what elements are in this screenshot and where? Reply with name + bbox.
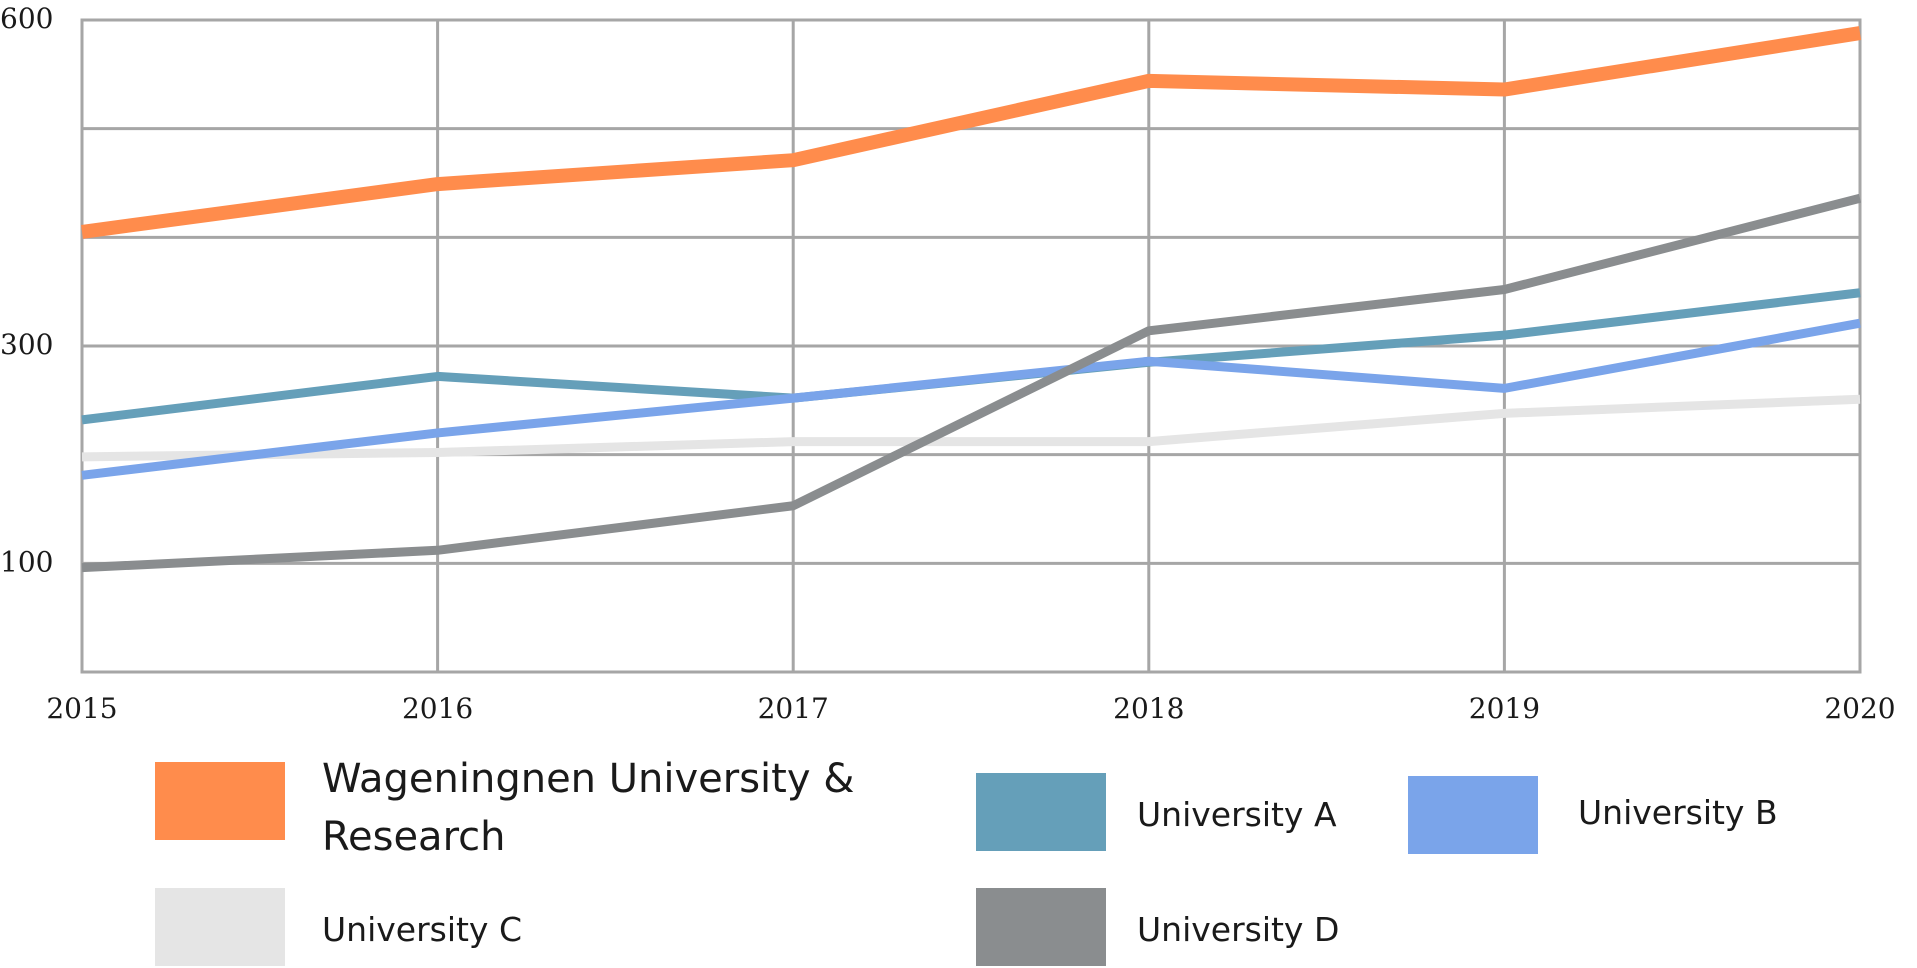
legend-swatch [1408, 776, 1538, 854]
y-axis-ticks: 100 300 600 [0, 2, 53, 578]
legend-swatch [155, 888, 285, 966]
series-lines [81, 26, 1862, 573]
y-tick-label: 300 [0, 328, 53, 361]
x-tick-label: 2020 [1824, 692, 1895, 725]
y-tick-label: 600 [0, 2, 53, 35]
series-line-university-b [81, 318, 1861, 480]
x-tick-label: 2017 [758, 692, 829, 725]
x-tick-label: 2015 [46, 692, 117, 725]
legend-label: University A [1137, 795, 1337, 834]
x-tick-label: 2018 [1113, 692, 1184, 725]
legend-swatch [976, 773, 1106, 851]
legend-swatch [976, 888, 1106, 966]
series-line-university-c [81, 394, 1861, 462]
y-tick-label: 100 [0, 545, 53, 578]
x-tick-label: 2016 [402, 692, 473, 725]
x-tick-label: 2019 [1469, 692, 1540, 725]
series-line-university-d [81, 193, 1862, 573]
series-line-wur [81, 26, 1862, 239]
legend: Wageningnen University & Research Universi… [155, 756, 1778, 966]
grid [80, 18, 1862, 674]
legend-label: University B [1578, 793, 1778, 832]
legend-label: University D [1137, 910, 1339, 949]
series-line-university-a [81, 288, 1861, 425]
legend-label: Wageningnen University & Research [322, 756, 854, 860]
legend-label: University C [322, 910, 522, 949]
legend-swatch [155, 762, 285, 840]
x-axis-ticks: 2015 2016 2017 2018 2019 2020 [46, 692, 1895, 725]
